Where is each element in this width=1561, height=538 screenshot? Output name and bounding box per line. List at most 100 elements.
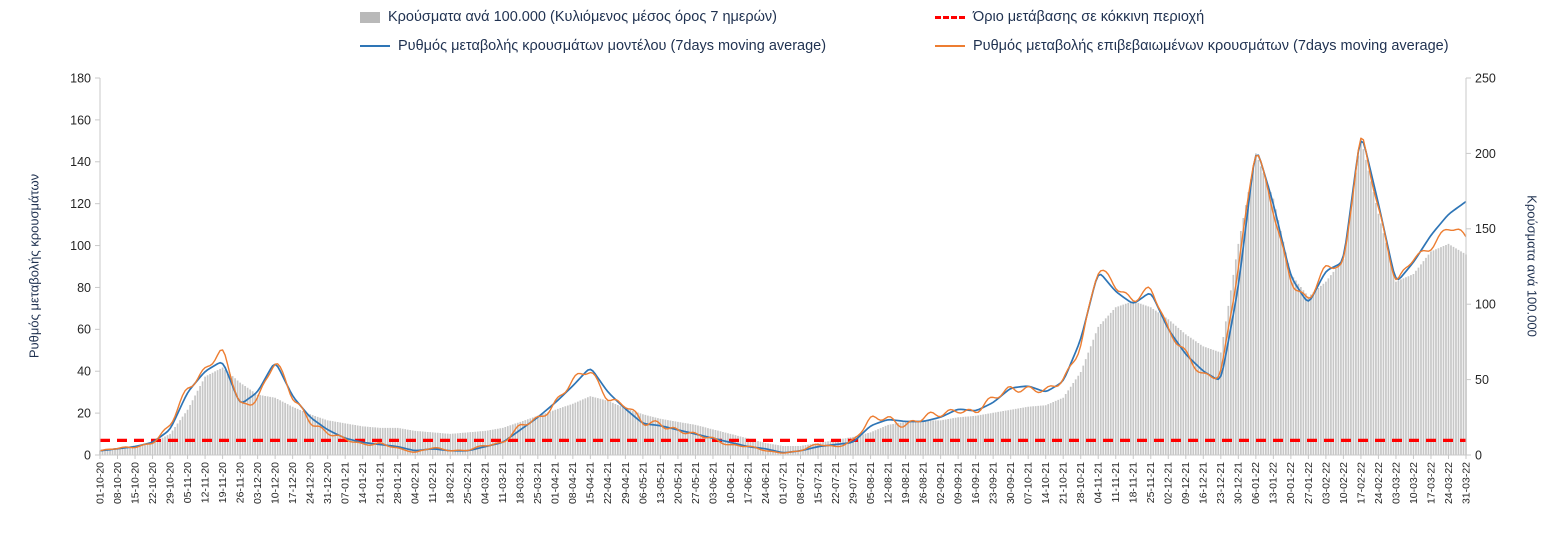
svg-text:20-01-22: 20-01-22 (1285, 462, 1297, 504)
svg-text:250: 250 (1475, 71, 1496, 85)
svg-text:27-01-22: 27-01-22 (1303, 462, 1315, 504)
svg-text:03-02-22: 03-02-22 (1320, 462, 1332, 504)
svg-text:26-11-20: 26-11-20 (234, 462, 246, 503)
svg-text:11-11-21: 11-11-21 (1110, 462, 1122, 503)
svg-text:03-03-22: 03-03-22 (1390, 462, 1402, 504)
svg-text:17-12-20: 17-12-20 (287, 462, 299, 504)
svg-text:04-03-21: 04-03-21 (480, 462, 492, 504)
svg-text:29-10-20: 29-10-20 (164, 462, 176, 504)
svg-text:25-11-21: 25-11-21 (1145, 462, 1157, 503)
svg-text:27-05-21: 27-05-21 (690, 462, 702, 504)
svg-text:24-12-20: 24-12-20 (305, 462, 317, 504)
svg-text:10-03-22: 10-03-22 (1408, 462, 1420, 504)
svg-text:08-04-21: 08-04-21 (567, 462, 579, 504)
svg-text:05-08-21: 05-08-21 (865, 462, 877, 504)
svg-text:24-03-22: 24-03-22 (1443, 462, 1455, 504)
svg-text:0: 0 (1475, 448, 1482, 462)
svg-text:01-10-20: 01-10-20 (94, 462, 106, 504)
svg-text:01-07-21: 01-07-21 (777, 462, 789, 504)
svg-text:31-12-20: 31-12-20 (322, 462, 334, 504)
svg-text:160: 160 (70, 113, 91, 127)
svg-text:22-07-21: 22-07-21 (830, 462, 842, 504)
svg-text:06-05-21: 06-05-21 (637, 462, 649, 504)
red-dashed-line-icon (935, 15, 965, 19)
legend-item-model-rate: Ρυθμός μεταβολής κρουσμάτων μοντέλου (7d… (360, 38, 826, 54)
svg-text:100: 100 (70, 239, 91, 253)
svg-text:50: 50 (1475, 373, 1489, 387)
svg-text:17-03-22: 17-03-22 (1425, 462, 1437, 504)
right-axis: 0 50 100 150 200 250 (1465, 71, 1496, 462)
svg-text:23-12-21: 23-12-21 (1215, 462, 1227, 504)
svg-text:180: 180 (70, 71, 91, 85)
svg-text:11-02-21: 11-02-21 (427, 462, 439, 503)
svg-text:30-09-21: 30-09-21 (1005, 462, 1017, 504)
svg-text:30-12-21: 30-12-21 (1233, 462, 1245, 504)
svg-text:15-10-20: 15-10-20 (129, 462, 141, 504)
svg-text:08-10-20: 08-10-20 (112, 462, 124, 504)
svg-text:10-02-22: 10-02-22 (1338, 462, 1350, 504)
svg-text:18-11-21: 18-11-21 (1128, 462, 1140, 503)
svg-text:12-08-21: 12-08-21 (882, 462, 894, 504)
left-axis: 0 20 40 60 80 100 120 140 160 180 (70, 71, 101, 462)
svg-text:28-01-21: 28-01-21 (392, 462, 404, 504)
svg-text:17-06-21: 17-06-21 (742, 462, 754, 504)
svg-text:14-01-21: 14-01-21 (357, 462, 369, 504)
svg-text:10-06-21: 10-06-21 (725, 462, 737, 504)
svg-text:09-12-21: 09-12-21 (1180, 462, 1192, 504)
svg-text:0: 0 (84, 448, 91, 462)
svg-text:31-03-22: 31-03-22 (1460, 462, 1472, 504)
legend-item-red-zone-threshold: Όριο μετάβασης σε κόκκινη περιοχή (935, 9, 1204, 25)
svg-text:16-09-21: 16-09-21 (970, 462, 982, 504)
svg-text:23-09-21: 23-09-21 (988, 462, 1000, 504)
legend-label-cases-per-100k: Κρούσματα ανά 100.000 (Κυλιόμενος μέσος … (388, 9, 778, 25)
x-axis: 01-10-20 08-10-20 15-10-20 22-10-20 29-10-20… (94, 454, 1472, 504)
svg-text:15-04-21: 15-04-21 (585, 462, 597, 504)
svg-text:16-12-21: 16-12-21 (1198, 462, 1210, 504)
bar-series (99, 138, 1467, 455)
svg-text:22-04-21: 22-04-21 (602, 462, 614, 504)
svg-text:80: 80 (77, 281, 91, 295)
svg-text:18-03-21: 18-03-21 (515, 462, 527, 504)
svg-text:09-09-21: 09-09-21 (952, 462, 964, 504)
svg-text:21-01-21: 21-01-21 (375, 462, 387, 504)
bar-series-swatch-icon (360, 11, 380, 23)
svg-text:17-02-22: 17-02-22 (1355, 462, 1367, 504)
svg-text:01-04-21: 01-04-21 (550, 462, 562, 504)
svg-text:21-10-21: 21-10-21 (1058, 462, 1070, 504)
svg-text:12-11-20: 12-11-20 (199, 462, 211, 503)
svg-text:13-05-21: 13-05-21 (655, 462, 667, 504)
svg-text:20: 20 (77, 406, 91, 420)
svg-text:25-03-21: 25-03-21 (532, 462, 544, 504)
svg-text:20-05-21: 20-05-21 (672, 462, 684, 504)
svg-text:07-01-21: 07-01-21 (340, 462, 352, 504)
svg-text:08-07-21: 08-07-21 (795, 462, 807, 504)
svg-text:140: 140 (70, 155, 91, 169)
legend-item-cases-per-100k: Κρούσματα ανά 100.000 (Κυλιόμενος μέσος … (360, 9, 777, 25)
svg-text:60: 60 (77, 323, 91, 337)
svg-text:150: 150 (1475, 222, 1496, 236)
svg-text:120: 120 (70, 197, 91, 211)
svg-text:25-02-21: 25-02-21 (462, 462, 474, 504)
svg-text:10-12-20: 10-12-20 (269, 462, 281, 504)
svg-text:06-01-22: 06-01-22 (1250, 462, 1262, 504)
legend-label-confirmed-rate: Ρυθμός μεταβολής επιβεβαιωμένων κρουσμάτ… (973, 38, 1449, 54)
svg-text:15-07-21: 15-07-21 (812, 462, 824, 504)
confirmed-line (99, 137, 1467, 454)
svg-text:22-10-20: 22-10-20 (147, 462, 159, 504)
svg-text:03-12-20: 03-12-20 (252, 462, 264, 504)
svg-text:26-08-21: 26-08-21 (917, 462, 929, 504)
svg-text:14-10-21: 14-10-21 (1040, 462, 1052, 504)
svg-text:19-08-21: 19-08-21 (900, 462, 912, 504)
svg-text:11-03-21: 11-03-21 (497, 462, 509, 503)
svg-text:04-11-21: 04-11-21 (1093, 462, 1105, 503)
svg-text:02-12-21: 02-12-21 (1163, 462, 1175, 504)
svg-text:03-06-21: 03-06-21 (707, 462, 719, 504)
svg-text:05-11-20: 05-11-20 (182, 462, 194, 503)
svg-text:40: 40 (77, 365, 91, 379)
svg-text:02-09-21: 02-09-21 (935, 462, 947, 504)
legend-item-confirmed-rate: Ρυθμός μεταβολής επιβεβαιωμένων κρουσμάτ… (935, 38, 1449, 54)
svg-text:100: 100 (1475, 298, 1496, 312)
svg-text:28-10-21: 28-10-21 (1075, 462, 1087, 504)
